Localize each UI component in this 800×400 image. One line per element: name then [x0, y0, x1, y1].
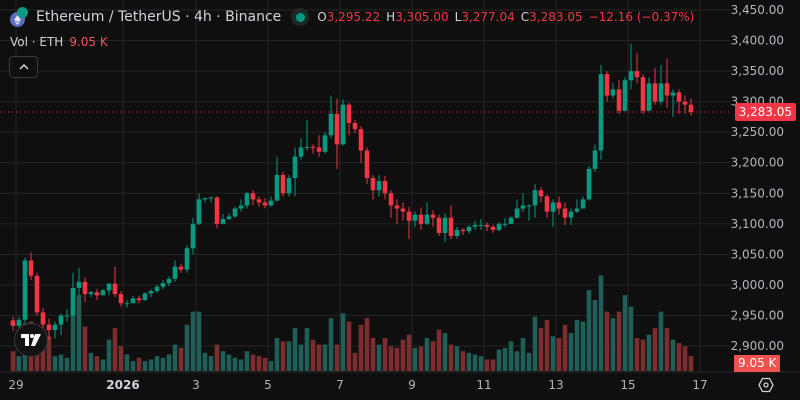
time-tick-label: 5 — [264, 378, 272, 392]
current-volume-label: 9.05 K — [734, 355, 781, 372]
time-tick-label: 2026 — [106, 378, 139, 392]
price-tick-label: 3,350.00 — [731, 64, 784, 78]
market-status-icon[interactable] — [291, 8, 310, 26]
settings-icon[interactable] — [758, 377, 774, 393]
volume-value: 9.05 K — [69, 35, 108, 49]
chevron-up-icon — [18, 64, 29, 70]
price-tick-label: 3,200.00 — [731, 156, 784, 170]
time-tick-label: 3 — [192, 378, 200, 392]
time-tick-label: 9 — [408, 378, 416, 392]
price-tick-label: 2,950.00 — [731, 308, 784, 322]
price-tick-label: 3,250.00 — [731, 125, 784, 139]
tradingview-logo[interactable] — [14, 323, 48, 357]
low-value: 3,277.04 — [461, 10, 515, 24]
price-candles — [10, 43, 694, 340]
symbol-title[interactable]: Ethereum / TetherUS · 4h · Binance — [36, 9, 282, 25]
price-tick-label: 2,900.00 — [731, 339, 784, 353]
high-label: H — [386, 10, 396, 24]
time-axis[interactable]: 29 2026 3 5 7 9 11 13 15 17 — [8, 378, 707, 392]
collapse-legend-button[interactable] — [9, 56, 38, 78]
price-tick-label: 3,450.00 — [731, 3, 784, 17]
price-tick-label: 3,100.00 — [731, 217, 784, 231]
price-tick-label: 3,050.00 — [731, 247, 784, 261]
time-tick-label: 7 — [336, 378, 344, 392]
high-value: 3,305.00 — [395, 10, 449, 24]
tradingview-logo-icon — [21, 334, 41, 346]
ethereum-logo-icon — [8, 6, 30, 28]
open-label: O — [317, 10, 327, 24]
grid-lines — [0, 0, 800, 373]
time-tick-label: 29 — [8, 378, 23, 392]
price-change: −12.16 (−0.37%) — [588, 10, 695, 24]
time-tick-label: 13 — [548, 378, 563, 392]
time-tick-label: 17 — [692, 378, 707, 392]
volume-legend[interactable]: Vol · ETH 9.05 K — [10, 35, 108, 49]
price-tick-label: 3,000.00 — [731, 278, 784, 292]
close-label: C — [520, 10, 530, 24]
time-tick-label: 15 — [620, 378, 635, 392]
price-tick-label: 3,400.00 — [731, 34, 784, 48]
volume-label: Vol · ETH — [10, 35, 64, 49]
current-price-label: 3,283.05 — [734, 103, 796, 121]
symbol-legend: Ethereum / TetherUS · 4h · Binance O3,29… — [8, 6, 694, 28]
price-axis[interactable]: 3,450.003,400.003,350.003,300.003,250.00… — [731, 3, 784, 353]
price-tick-label: 3,150.00 — [731, 186, 784, 200]
close-value: 3,283.05 — [529, 10, 583, 24]
open-value: 3,295.22 — [326, 10, 381, 24]
time-tick-label: 11 — [476, 378, 491, 392]
low-label: L — [454, 10, 462, 24]
ohlc-values: O3,295.22 H3,305.00 L3,277.04 C3,283.05 … — [317, 10, 694, 24]
